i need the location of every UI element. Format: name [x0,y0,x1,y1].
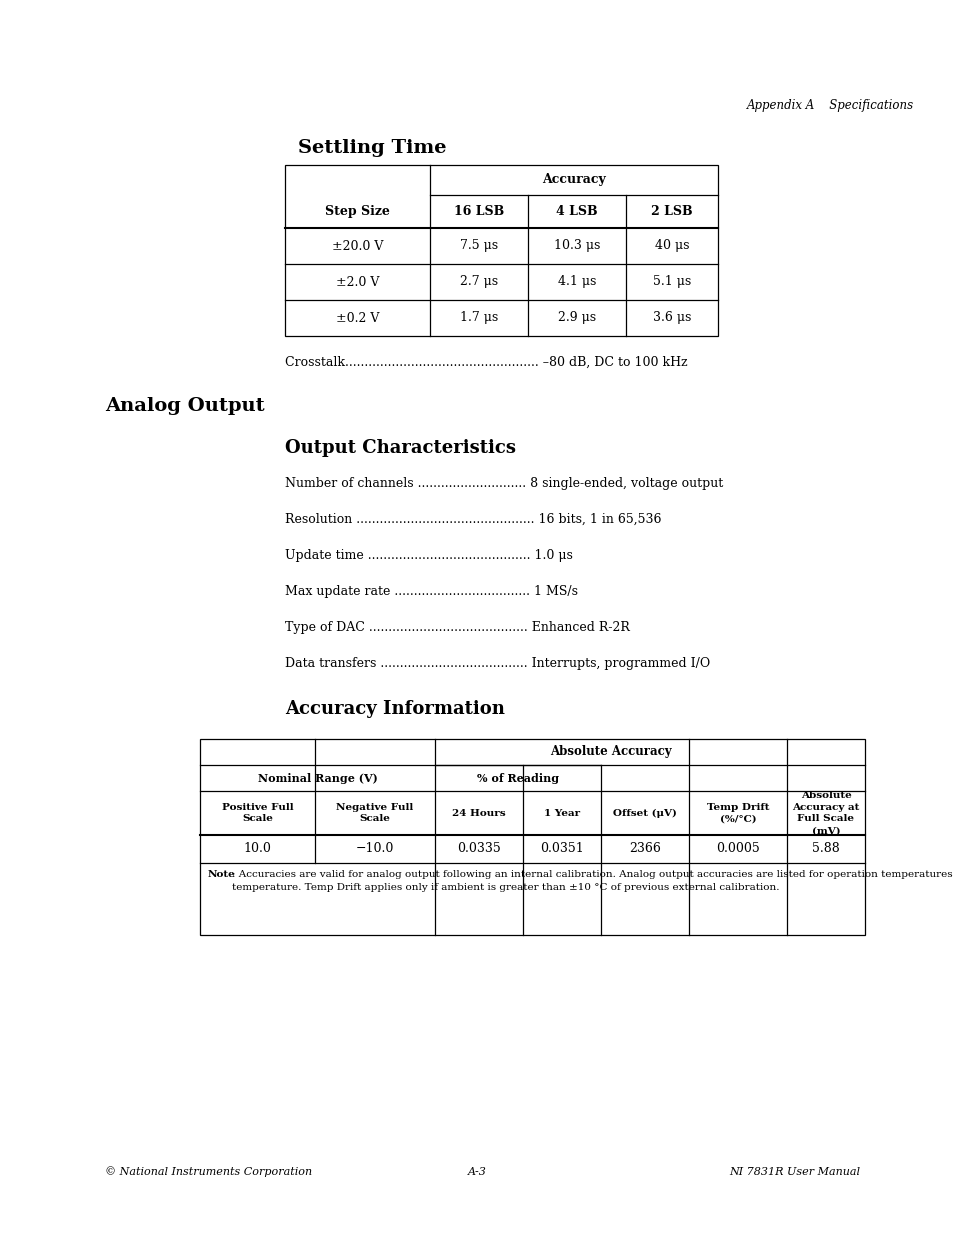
Text: 16 LSB: 16 LSB [454,205,503,219]
Text: Analog Output: Analog Output [105,396,264,415]
Text: 0.0351: 0.0351 [539,842,583,856]
Text: 2.7 μs: 2.7 μs [459,275,497,289]
Text: Number of channels ............................ 8 single-ended, voltage output: Number of channels .....................… [285,477,722,489]
Text: Type of DAC ......................................... Enhanced R-2R: Type of DAC ............................… [285,620,629,634]
Text: Data transfers ...................................... Interrupts, programmed I/O: Data transfers .........................… [285,657,709,669]
Text: 4.1 μs: 4.1 μs [558,275,596,289]
Text: 0.0005: 0.0005 [716,842,760,856]
Text: Output Characteristics: Output Characteristics [285,438,516,457]
Text: 24 Hours: 24 Hours [452,809,505,818]
Text: © National Instruments Corporation: © National Instruments Corporation [105,1167,312,1177]
Text: Step Size: Step Size [325,205,390,219]
Text: Update time .......................................... 1.0 μs: Update time ............................… [285,548,572,562]
Bar [200,739,864,935]
Text: Negative Full
Scale: Negative Full Scale [336,803,414,824]
Text: 10.0: 10.0 [243,842,272,856]
Text: Max update rate ................................... 1 MS/s: Max update rate ........................… [285,584,578,598]
Text: ±2.0 V: ±2.0 V [335,275,378,289]
Text: Temp Drift
(%/°C): Temp Drift (%/°C) [706,803,768,824]
Text: Resolution .............................................. 16 bits, 1 in 65,536: Resolution .............................… [285,513,660,526]
Text: % of Reading: % of Reading [476,773,558,783]
Text: Crosstalk.................................................. –80 dB, DC to 100 kH: Crosstalk...............................… [285,356,687,368]
Text: 3.6 μs: 3.6 μs [652,311,691,325]
Text: 40 μs: 40 μs [654,240,688,252]
Text: 5.1 μs: 5.1 μs [652,275,690,289]
Text: Appendix A    Specifications: Appendix A Specifications [745,99,913,111]
Text: 2.9 μs: 2.9 μs [558,311,596,325]
Text: ±0.2 V: ±0.2 V [335,311,378,325]
Text: Accuracy: Accuracy [541,173,605,186]
Text: A-3: A-3 [467,1167,486,1177]
Text: 7.5 μs: 7.5 μs [459,240,497,252]
Text: 1.7 μs: 1.7 μs [459,311,497,325]
Text: 1 Year: 1 Year [543,809,579,818]
Text: Offset (μV): Offset (μV) [613,809,677,818]
Text: ±20.0 V: ±20.0 V [332,240,383,252]
Text: Settling Time: Settling Time [297,140,446,157]
Text: Note: Note [208,869,235,879]
Text: −10.0: −10.0 [355,842,394,856]
Text: : Accuracies are valid for analog output following an internal calibration. Anal: : Accuracies are valid for analog output… [232,869,953,892]
Text: 5.88: 5.88 [811,842,839,856]
Text: 4 LSB: 4 LSB [556,205,598,219]
Text: 10.3 μs: 10.3 μs [554,240,599,252]
Bar [285,165,718,336]
Text: Absolute
Accuracy at
Full Scale
(mV): Absolute Accuracy at Full Scale (mV) [792,790,859,835]
Text: 0.0335: 0.0335 [456,842,500,856]
Text: Accuracy Information: Accuracy Information [285,700,504,718]
Text: Nominal Range (V): Nominal Range (V) [257,773,377,783]
Text: Absolute Accuracy: Absolute Accuracy [550,746,671,758]
Text: 2366: 2366 [628,842,660,856]
Text: 2 LSB: 2 LSB [651,205,692,219]
Text: NI 7831R User Manual: NI 7831R User Manual [728,1167,859,1177]
Text: Positive Full
Scale: Positive Full Scale [221,803,293,824]
